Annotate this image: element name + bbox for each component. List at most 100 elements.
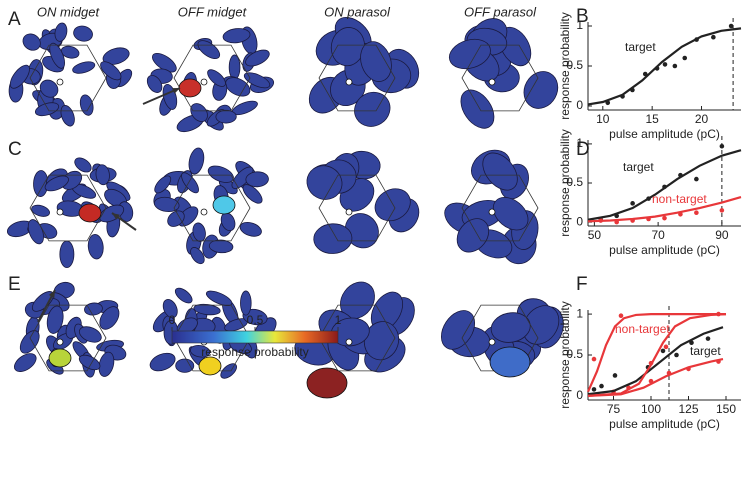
receptive-field: [354, 91, 391, 127]
receptive-field: [225, 77, 251, 97]
receptive-field: [149, 352, 176, 372]
receptive-field: [78, 326, 102, 343]
arrow-head: [172, 88, 180, 94]
arrow-head: [48, 290, 55, 298]
receptive-field: [87, 234, 104, 260]
receptive-field: [49, 42, 65, 69]
x-tick-label: 125: [678, 402, 698, 416]
electrode-hexagon: [461, 44, 539, 112]
receptive-field: [205, 290, 233, 307]
receptive-field: [215, 109, 237, 124]
receptive-field: [190, 247, 205, 265]
column-title: OFF midget: [178, 4, 248, 19]
receptive-field: [9, 64, 30, 89]
electrode-hexagon: [318, 44, 396, 112]
x-tick-label: 75: [607, 402, 621, 416]
x-tick-label: 15: [645, 112, 659, 126]
receptive-field: [456, 218, 490, 253]
x-tick-label: 100: [641, 402, 661, 416]
receptive-field: [242, 184, 263, 204]
highlighted-cell: [489, 346, 531, 378]
highlighted-cell: [306, 367, 348, 399]
fit-curve: [586, 312, 726, 393]
stim-electrode: [56, 208, 64, 216]
receptive-field: [492, 197, 529, 231]
panel-label: A: [8, 9, 21, 30]
arrow-head: [112, 213, 120, 220]
column-title: ON parasol: [324, 4, 391, 19]
data-point: [711, 34, 716, 40]
panel-label: F: [576, 274, 588, 295]
receptive-field: [60, 45, 80, 59]
receptive-field: [162, 299, 178, 319]
receptive-field: [79, 94, 94, 116]
receptive-field: [523, 71, 559, 109]
receptive-field: [190, 103, 208, 123]
y-axis-label: response probability: [558, 12, 572, 119]
receptive-field: [208, 239, 234, 254]
y-tick-label: 1: [576, 306, 583, 320]
electrode-hexagon: [173, 44, 251, 112]
receptive-field: [98, 351, 115, 377]
x-tick-label: 90: [715, 228, 729, 242]
y-axis-label: response probability: [558, 301, 572, 408]
data-point: [599, 383, 604, 389]
fit-curve: [587, 196, 742, 223]
x-tick-label: 10: [596, 112, 610, 126]
panel-label: D: [576, 139, 590, 160]
x-axis-label: pulse amplitude (pC): [609, 243, 720, 257]
receptive-field: [31, 204, 50, 217]
stim-electrode: [488, 338, 496, 346]
x-axis-label: pulse amplitude (pC): [609, 417, 720, 431]
receptive-field: [99, 306, 120, 330]
x-axis-label: pulse amplitude (pC): [609, 127, 720, 141]
receptive-field: [175, 358, 195, 373]
fit-curve: [587, 27, 742, 106]
receptive-field: [74, 157, 92, 173]
receptive-field: [102, 47, 130, 65]
electrode-hexagon: [461, 174, 539, 242]
stim-electrode: [345, 208, 353, 216]
receptive-field: [151, 52, 177, 73]
electrode-hexagon: [29, 44, 107, 112]
annotation: non-target: [615, 322, 670, 336]
receptive-field: [482, 152, 518, 191]
electrode-hexagon: [173, 174, 251, 242]
annotation: target: [625, 40, 656, 54]
receptive-field: [84, 302, 103, 316]
receptive-field: [19, 330, 40, 354]
receptive-field: [245, 49, 270, 67]
panel-label: B: [576, 6, 589, 27]
colorbar-tick-label: 1: [335, 313, 342, 327]
receptive-field: [146, 74, 163, 93]
data-point: [630, 201, 635, 206]
data-point: [618, 313, 624, 319]
colorbar: [171, 330, 339, 344]
y-tick-label: 0.5: [566, 58, 583, 72]
receptive-field: [54, 22, 68, 42]
annotation: target: [623, 160, 654, 174]
x-tick-label: 70: [651, 228, 665, 242]
data-point: [694, 176, 699, 182]
highlighted-cell: [48, 348, 72, 368]
stim-electrode: [56, 78, 64, 86]
receptive-field: [44, 175, 69, 192]
stim-electrode: [345, 78, 353, 86]
data-point: [719, 143, 725, 149]
stim-electrode: [345, 338, 353, 346]
fit-curve: [587, 312, 727, 398]
data-point: [612, 373, 618, 378]
receptive-field: [193, 303, 221, 316]
column-title: ON midget: [37, 4, 101, 19]
x-tick-label: 150: [716, 402, 736, 416]
panel-label: C: [8, 139, 22, 160]
receptive-field: [73, 25, 93, 42]
data-point: [694, 210, 699, 216]
data-point: [662, 62, 668, 67]
receptive-field: [243, 72, 271, 89]
y-tick-label: 0: [576, 98, 583, 112]
electrode-hexagon: [29, 304, 107, 372]
fit-curve: [587, 358, 724, 398]
mosaics: [6, 17, 564, 399]
